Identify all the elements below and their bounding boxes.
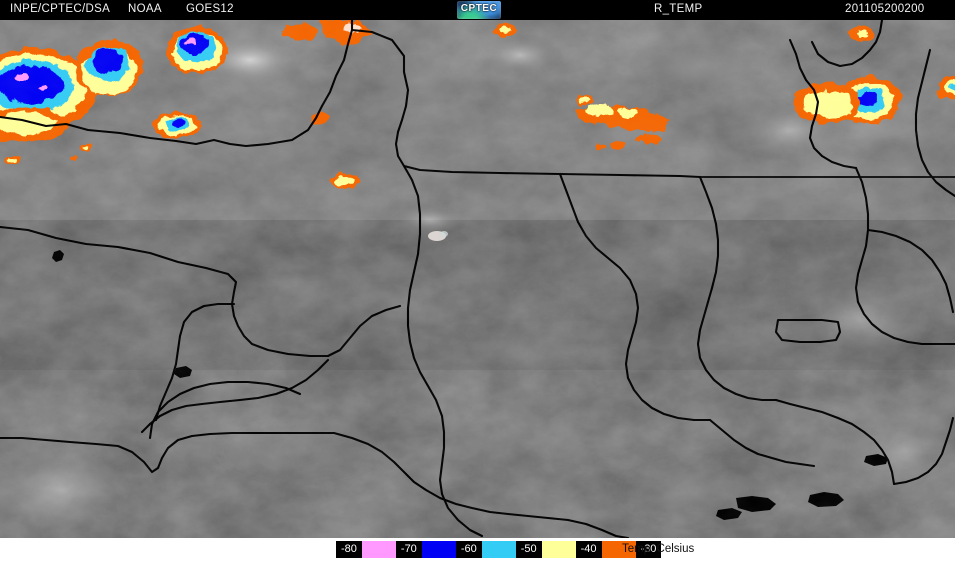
- legend-label-80: -80: [336, 541, 362, 558]
- header-bar: INPE/CPTEC/DSA NOAA GOES12 R_TEMP 201105…: [0, 0, 955, 20]
- legend-swatch-blue: [421, 541, 456, 558]
- network-label: NOAA: [128, 3, 162, 15]
- legend-swatch-orange: [601, 541, 636, 558]
- legend-label-30: -30: [635, 541, 662, 558]
- legend-swatch-pink: [361, 541, 396, 558]
- cptec-logo-icon: CPTEC: [457, 1, 501, 19]
- legend-bar: -80 -70 -60 -50 -40 -30 Temp. Celsius: [0, 538, 955, 561]
- satellite-canvas: [0, 20, 955, 538]
- legend-swatch-cyan: [481, 541, 516, 558]
- legend-title: Temp. Celsius: [622, 543, 695, 555]
- satellite-image: [0, 20, 955, 538]
- agency-label: INPE/CPTEC/DSA: [10, 3, 111, 15]
- timestamp-label: 201105200200: [845, 3, 925, 15]
- legend-label-70: -70: [395, 541, 422, 558]
- legend-label-50: -50: [515, 541, 542, 558]
- satellite-label: GOES12: [186, 3, 234, 15]
- legend-swatch-yellow: [541, 541, 576, 558]
- legend-label-40: -40: [575, 541, 602, 558]
- cptec-logo-text: CPTEC: [460, 3, 498, 14]
- product-label: R_TEMP: [654, 3, 703, 15]
- temperature-colorbar: -80 -70 -60 -50 -40 -30: [336, 541, 662, 558]
- legend-label-60: -60: [455, 541, 482, 558]
